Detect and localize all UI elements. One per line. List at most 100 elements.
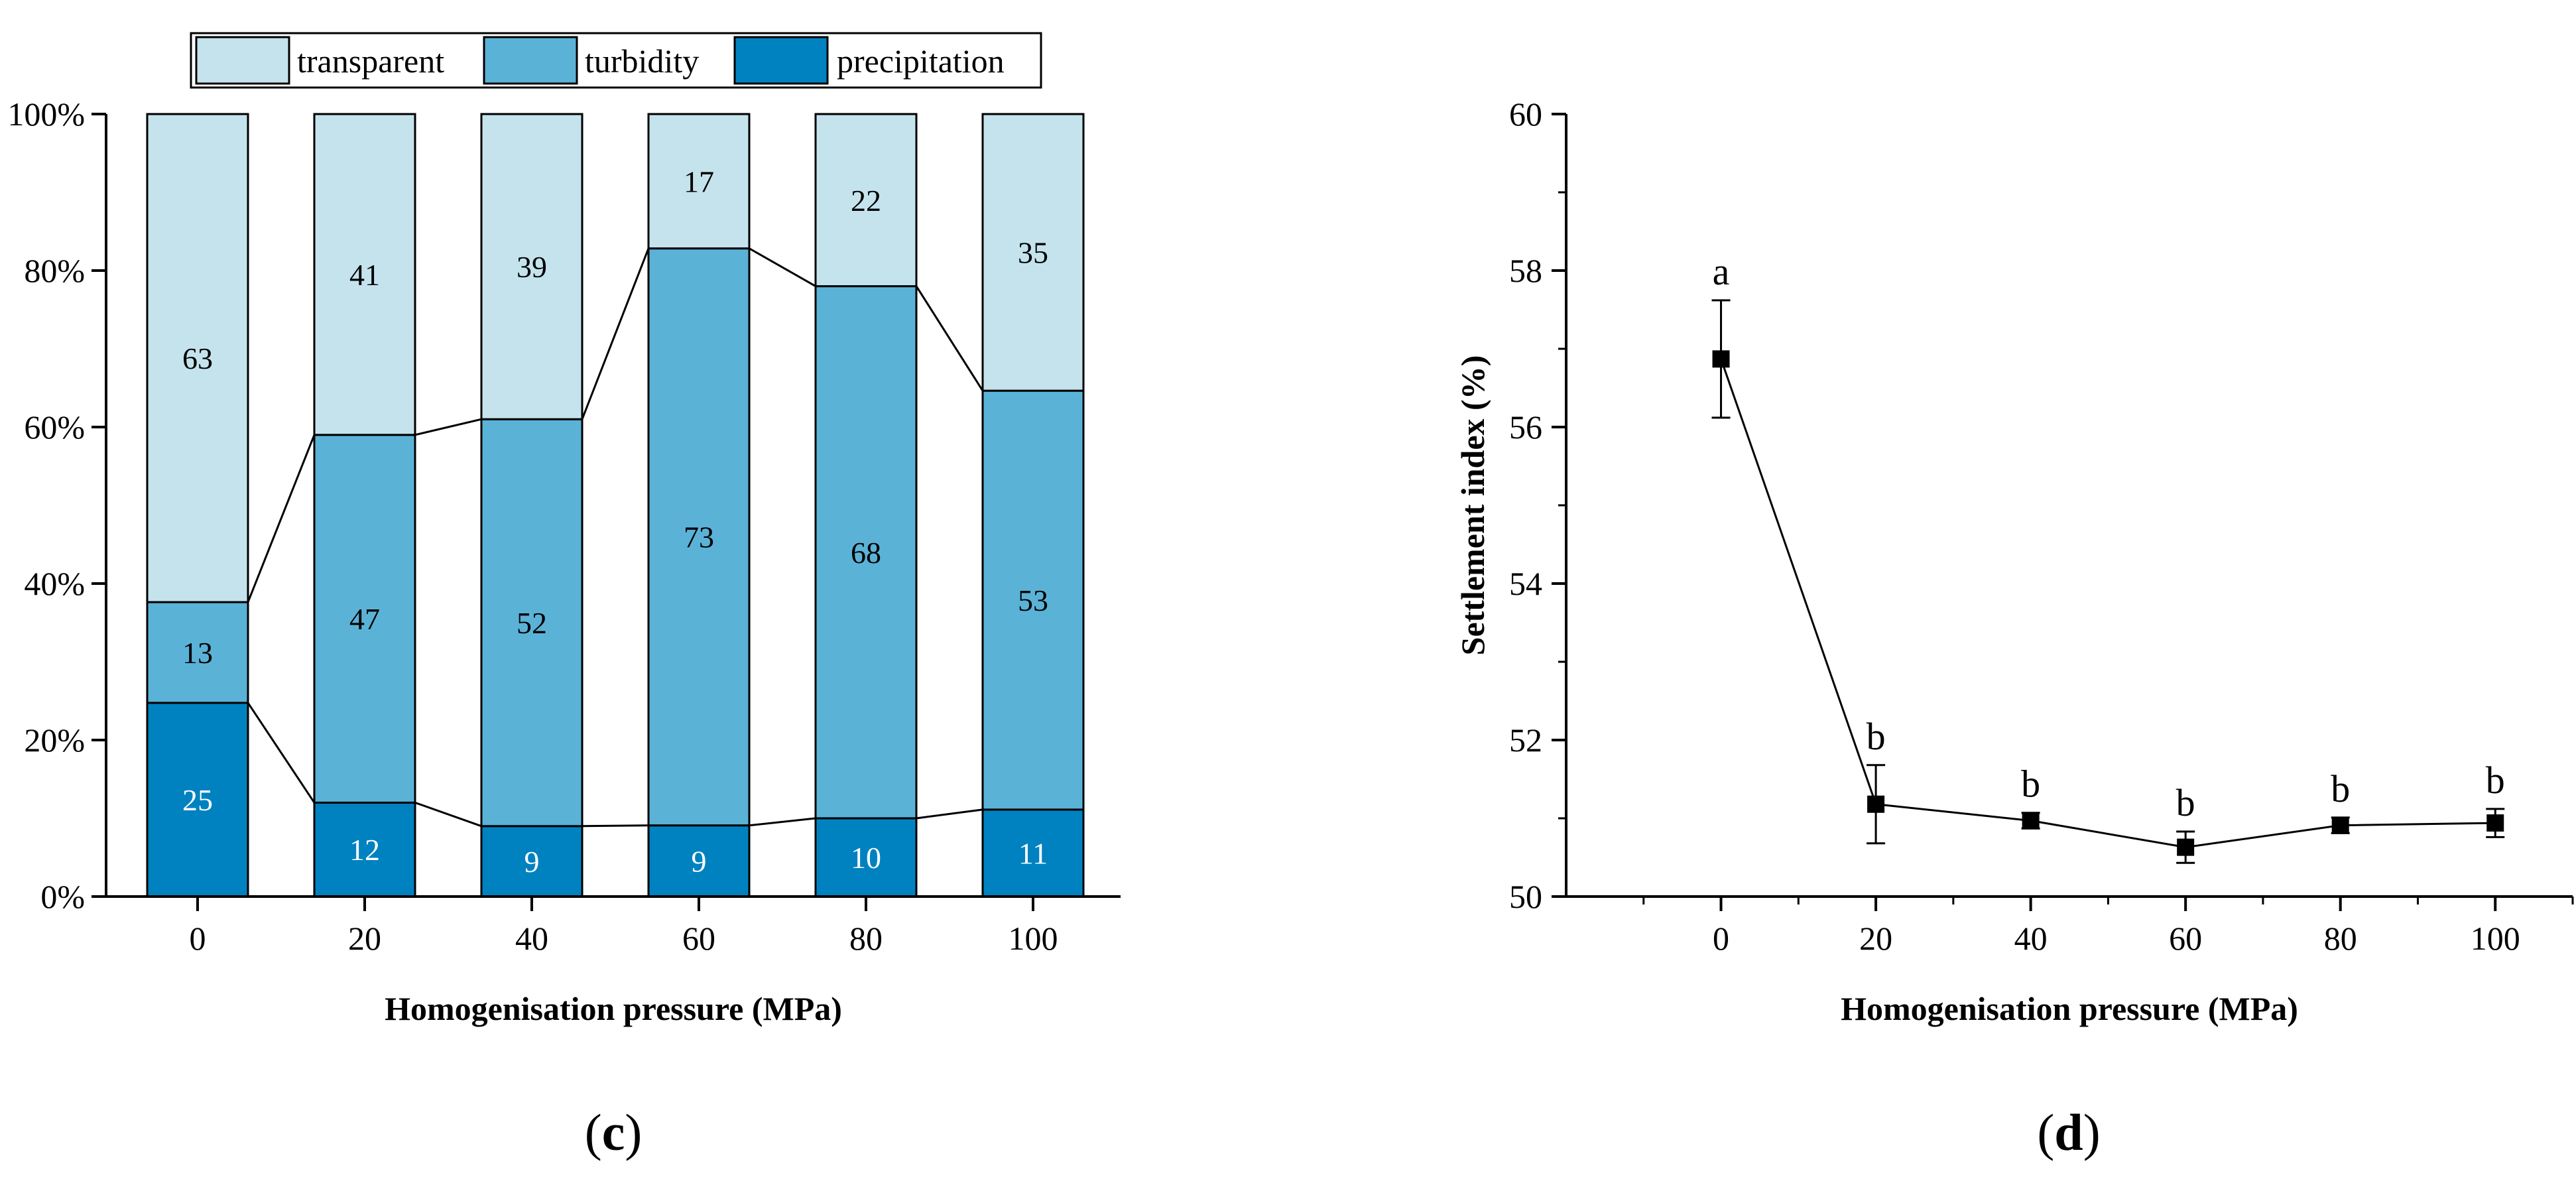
bar-transparent bbox=[313, 113, 416, 436]
x-tick-label: 40 bbox=[515, 920, 548, 957]
stacked-bar-chart: transparent turbidity precipitation 25 13 63… bbox=[7, 32, 1121, 1161]
y-tick-label: 100% bbox=[7, 95, 85, 133]
x-axis-title: Homogenisation pressure (MPa) bbox=[1841, 990, 2298, 1027]
connector-line bbox=[916, 808, 983, 820]
data-label-turbidity: 73 bbox=[684, 521, 714, 554]
legend: transparent turbidity precipitation bbox=[190, 32, 1042, 89]
bar-transparent bbox=[814, 113, 918, 288]
x-axis-title: Homogenisation pressure (MPa) bbox=[385, 990, 842, 1027]
panel-label-d: (d) bbox=[2037, 1103, 2100, 1161]
x-tick-label: 0 bbox=[190, 920, 206, 957]
connector-line bbox=[247, 434, 316, 603]
data-label-precipitation: 11 bbox=[1018, 836, 1048, 870]
y-tick-label: 50 bbox=[1509, 878, 1542, 915]
x-tick-label: 40 bbox=[2014, 920, 2048, 957]
panel-label-c: (c) bbox=[585, 1103, 643, 1161]
legend-swatch-transparent bbox=[195, 36, 290, 85]
legend-swatch-turbidity bbox=[483, 36, 578, 85]
bar-turbidity bbox=[814, 285, 918, 820]
data-label-turbidity: 52 bbox=[517, 606, 547, 640]
y-axis-title: Settlement index (%) bbox=[1454, 355, 1491, 656]
line-chart: 50 52 54 56 58 60 0 20 40 60 80 100 a b b b b b Homogeni… bbox=[1454, 95, 2574, 1161]
panel-letter: d bbox=[2054, 1103, 2083, 1161]
data-label-turbidity: 53 bbox=[1018, 584, 1048, 617]
y-tick-label: 60 bbox=[1509, 95, 1542, 133]
bar-transparent bbox=[647, 113, 751, 250]
data-label-precipitation: 10 bbox=[851, 841, 881, 875]
bar-transparent bbox=[480, 113, 583, 420]
y-tick-label: 60% bbox=[24, 408, 85, 446]
bar-transparent bbox=[146, 113, 249, 603]
x-tick-label: 0 bbox=[1713, 920, 1729, 957]
data-label-transparent: 35 bbox=[1018, 236, 1048, 270]
y-tick-label: 52 bbox=[1509, 721, 1542, 759]
data-label-precipitation: 25 bbox=[182, 783, 213, 817]
y-tick-label: 56 bbox=[1509, 408, 1542, 446]
significance-letter: b bbox=[1867, 715, 1886, 758]
y-tick-label: 40% bbox=[24, 565, 85, 602]
connector-line bbox=[414, 801, 482, 828]
x-tick-label: 100 bbox=[2471, 920, 2520, 957]
bar-precipitation bbox=[480, 825, 583, 898]
significance-letter: b bbox=[2331, 767, 2350, 810]
y-tick-label: 20% bbox=[24, 721, 85, 759]
data-label-turbidity: 47 bbox=[349, 602, 380, 636]
x-tick-label: 20 bbox=[1859, 920, 1892, 957]
segment-labels: 25 13 63 12 47 41 9 52 39 9 73 17 10 68 22 11 53 35 bbox=[182, 164, 1048, 879]
significance-letter: b bbox=[2176, 781, 2195, 824]
series-line bbox=[1720, 358, 2496, 849]
significance-letter: b bbox=[2021, 763, 2040, 806]
significance-letter: a bbox=[1713, 250, 1730, 293]
connector-line bbox=[915, 285, 984, 391]
x-tick-label: 20 bbox=[348, 920, 381, 957]
series-settlement-index: a b b b b b bbox=[1711, 250, 2505, 864]
bar-turbidity bbox=[313, 434, 416, 804]
data-point bbox=[1712, 350, 1730, 368]
bar-turbidity bbox=[480, 418, 583, 828]
data-point bbox=[2331, 816, 2349, 834]
data-point bbox=[2486, 814, 2504, 832]
legend-label-precipitation: precipitation bbox=[837, 42, 1005, 80]
legend-box bbox=[190, 32, 1042, 89]
connector-lines bbox=[247, 247, 984, 828]
x-tick-label: 80 bbox=[849, 920, 883, 957]
data-label-transparent: 41 bbox=[349, 258, 380, 292]
significance-letter: b bbox=[2486, 759, 2505, 802]
bar-transparent bbox=[981, 113, 1085, 392]
y-tick-label: 80% bbox=[24, 252, 85, 289]
data-label-precipitation: 9 bbox=[692, 844, 707, 878]
bar-precipitation bbox=[981, 808, 1085, 898]
legend-label-transparent: transparent bbox=[297, 42, 444, 80]
data-label-turbidity: 68 bbox=[851, 536, 881, 570]
panel-letter: c bbox=[602, 1103, 625, 1161]
x-tick-label: 60 bbox=[2169, 920, 2202, 957]
axes: 0% 20% 40% 60% 80% 100% 0 20 40 60 80 100 bbox=[7, 95, 1121, 957]
data-point bbox=[1867, 795, 1885, 813]
legend-swatch-precipitation bbox=[733, 36, 829, 85]
y-tick-label: 58 bbox=[1509, 252, 1542, 289]
connector-line bbox=[749, 247, 816, 287]
x-tick-label: 60 bbox=[682, 920, 715, 957]
data-label-transparent: 63 bbox=[182, 342, 213, 375]
data-point bbox=[2177, 838, 2195, 856]
data-label-turbidity: 13 bbox=[182, 636, 213, 670]
data-label-precipitation: 9 bbox=[524, 845, 540, 879]
connector-line bbox=[247, 702, 316, 804]
connector-line bbox=[414, 418, 482, 436]
data-label-transparent: 39 bbox=[517, 250, 547, 284]
y-tick-label: 54 bbox=[1509, 565, 1542, 602]
legend-label-turbidity: turbidity bbox=[585, 42, 699, 80]
bar-precipitation bbox=[146, 702, 249, 898]
connector-line bbox=[749, 817, 816, 827]
data-label-transparent: 17 bbox=[684, 164, 714, 198]
data-label-transparent: 22 bbox=[851, 184, 881, 218]
connector-line bbox=[581, 248, 650, 420]
x-tick-label: 80 bbox=[2324, 920, 2357, 957]
bar-turbidity bbox=[647, 247, 751, 827]
y-tick-label: 0% bbox=[40, 878, 85, 915]
axes: 50 52 54 56 58 60 0 20 40 60 80 100 bbox=[1509, 95, 2574, 957]
data-label-precipitation: 12 bbox=[349, 833, 380, 867]
x-tick-label: 100 bbox=[1009, 920, 1058, 957]
